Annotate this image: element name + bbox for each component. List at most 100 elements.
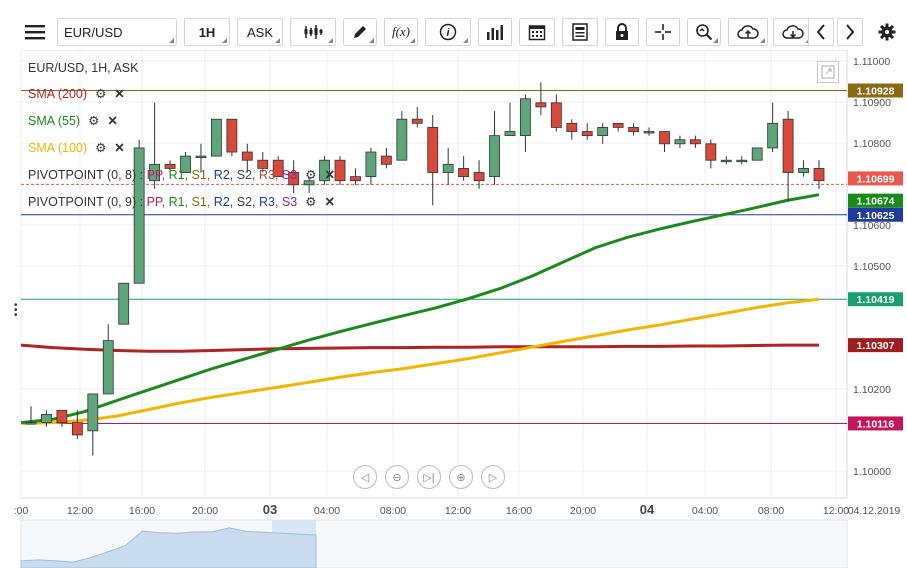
candle-body — [41, 414, 52, 424]
info-icon[interactable]: i — [425, 18, 471, 46]
candle-body — [164, 163, 176, 169]
indicator-sma100[interactable]: SMA (100) ⚙ ✕ — [28, 140, 125, 155]
x-tick-label: 04 — [640, 502, 655, 517]
candle-body — [674, 139, 686, 145]
gear-icon[interactable]: ⚙ — [95, 87, 107, 101]
candle-body — [319, 159, 330, 182]
candle-body — [705, 143, 717, 161]
navigator[interactable] — [20, 519, 848, 568]
pivot-2-label: PIVOTPOINT (0, 9) — [28, 195, 137, 209]
price-tags: 1.10928 1.10699 1.10674 1.10625 1.10419 1.103… — [848, 83, 903, 431]
menu-icon[interactable] — [20, 18, 50, 46]
close-icon[interactable]: ✕ — [324, 168, 335, 182]
price-tag-label: 1.10307 — [857, 340, 895, 352]
price-tag-label: 1.10699 — [857, 173, 895, 185]
candle-body — [380, 155, 392, 165]
grid — [20, 50, 848, 499]
candle-body — [303, 180, 315, 186]
gear-icon[interactable]: ⚙ — [305, 195, 317, 209]
candle-body — [689, 139, 701, 145]
indicator-sma55[interactable]: SMA (55) ⚙ ✕ — [28, 113, 118, 128]
x-tick-label: 08:00 — [758, 505, 784, 517]
download-icon[interactable] — [773, 18, 813, 46]
fx-icon[interactable]: f(x) — [384, 18, 418, 46]
close-icon[interactable]: ✕ — [324, 195, 335, 209]
price-tag — [848, 207, 903, 222]
symbol-select[interactable]: EUR/USD — [57, 18, 177, 46]
candle-body — [396, 118, 408, 161]
price-tag-label: 1.10625 — [857, 210, 895, 222]
calendar-icon[interactable] — [519, 18, 555, 46]
x-tick-label: 12:00 — [67, 505, 93, 517]
y-tick-label: 1.10000 — [853, 466, 891, 478]
zoom-in-icon[interactable]: ⊕ — [449, 465, 473, 489]
pivot-1-s2: S2, — [236, 168, 256, 182]
prev-icon[interactable] — [808, 18, 834, 46]
price-chart[interactable]: 1.11000 1.10900 1.10800 1.10600 1.10500 1.102… — [0, 50, 907, 568]
timeframe-select[interactable]: 1H — [184, 18, 230, 46]
candle-body — [365, 151, 377, 178]
crosshair-icon[interactable] — [646, 18, 680, 46]
pivot-1-label: PIVOTPOINT (0, 8) — [28, 168, 137, 182]
drag-handle[interactable]: • • • — [14, 300, 18, 321]
volume-icon[interactable] — [478, 18, 512, 46]
scroll-left-icon[interactable]: ◁ — [353, 465, 377, 489]
close-icon[interactable]: ✕ — [107, 114, 118, 128]
sma200-line — [20, 343, 819, 353]
y-tick-label: 1.10500 — [853, 261, 891, 273]
indicator-sma200[interactable]: SMA (200) ⚙ ✕ — [28, 86, 125, 101]
x-tick-label: 20:00 — [192, 505, 218, 517]
candles — [25, 82, 825, 456]
lock-icon[interactable] — [605, 18, 639, 46]
indicator-pivot-2[interactable]: PIVOTPOINT (0, 9) : PP, R1, S1, R2, S2, … — [28, 194, 335, 209]
navigator-area — [20, 527, 317, 568]
candle-body — [489, 135, 500, 178]
upload-icon[interactable] — [728, 18, 768, 46]
timeframe-label: 1H — [198, 24, 216, 40]
y-tick-label: 1.10900 — [853, 97, 891, 109]
price-tag — [848, 338, 903, 353]
sma100-line — [20, 297, 820, 425]
candles-icon[interactable] — [290, 18, 336, 46]
candle-body — [102, 340, 114, 395]
x-tick-label: :00 — [14, 505, 29, 517]
pencil-icon[interactable] — [343, 18, 377, 46]
moving-averages — [20, 193, 820, 425]
gear-icon[interactable] — [874, 18, 900, 46]
price-tag-label: 1.10674 — [857, 196, 895, 208]
indicator-sma100-label: SMA (100) — [28, 141, 88, 155]
candle-body — [226, 118, 238, 153]
gear-icon[interactable]: ⚙ — [88, 114, 100, 128]
candle-body — [350, 176, 361, 182]
candle-body — [612, 122, 624, 128]
close-icon[interactable]: ✕ — [114, 141, 125, 155]
reset-view-icon[interactable]: ▷| — [417, 465, 441, 489]
y-tick-label: 1.10600 — [853, 220, 891, 232]
expand-icon[interactable] — [817, 61, 839, 83]
chart-header: EUR/USD, 1H, ASK — [28, 61, 139, 75]
candle-body — [550, 102, 562, 128]
close-icon[interactable]: ✕ — [114, 87, 125, 101]
zoom-icon[interactable] — [687, 18, 721, 46]
indicator-pivot-1[interactable]: PIVOTPOINT (0, 8) : PP, R1, S1, R2, S2, … — [28, 167, 335, 182]
candle-body — [25, 422, 37, 425]
gear-icon[interactable]: ⚙ — [95, 141, 107, 155]
candle-body — [458, 168, 470, 178]
candle-body — [211, 118, 222, 157]
candle-body — [118, 282, 130, 325]
scroll-right-icon[interactable]: ▷ — [481, 465, 505, 489]
pivot-2-sep: : — [139, 195, 144, 209]
axes: 1.11000 1.10900 1.10800 1.10600 1.10500 1.102… — [14, 56, 901, 517]
candle-body — [643, 131, 655, 134]
gear-icon[interactable]: ⚙ — [305, 168, 317, 182]
news-icon[interactable] — [562, 18, 598, 46]
pivot-2-r1: R1, — [168, 195, 189, 209]
candle-body — [241, 151, 253, 161]
zoom-out-icon[interactable]: ⊖ — [385, 465, 409, 489]
price-type-select[interactable]: ASK — [237, 18, 283, 46]
x-tick-label: 03 — [263, 502, 277, 517]
price-tag-label: 1.10116 — [857, 418, 895, 430]
y-tick-label: 1.11000 — [853, 56, 890, 68]
next-icon[interactable] — [837, 18, 863, 46]
pivot-1-r2: R2, — [213, 168, 234, 182]
